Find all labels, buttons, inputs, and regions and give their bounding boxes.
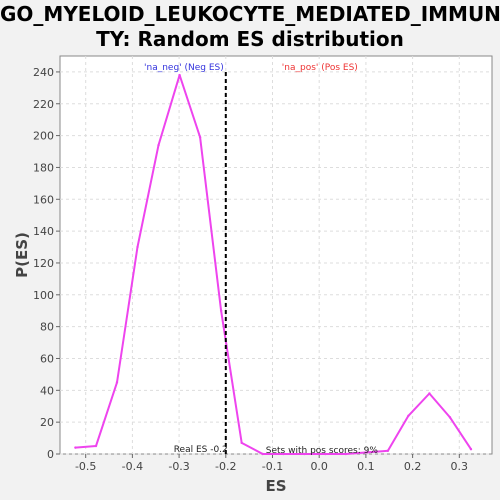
y-tick-label: 60 [40,352,54,365]
x-tick-label: 0.0 [310,460,328,473]
y-tick-label: 240 [33,66,54,79]
y-tick-label: 140 [33,225,54,238]
es-data-point [178,73,181,77]
axes: 0 20 40 60 80 100 120 140 160 180 200 220 240 -0.5 -0.… [33,66,468,473]
es-data-point [219,309,223,312]
es-data-point [94,444,98,448]
y-tick-label: 200 [33,130,54,143]
es-data-point [365,451,369,454]
es-data-point [448,416,452,419]
y-tick-label: 0 [47,448,54,461]
chart-title-line-1: GO_MYELOID_LEUKOCYTE_MEDIATED_IMMUNI [0,2,500,26]
x-tick-label: -0.3 [168,460,189,473]
x-tick-label: -0.5 [75,460,96,473]
y-tick-label: 180 [33,161,54,174]
es-data-point [344,452,348,456]
es-data-point [136,245,139,249]
es-data-point [261,452,264,456]
x-tick-label: -0.2 [215,460,236,473]
y-tick-label: 20 [40,416,54,429]
real-es-label: Real ES -0.2 [174,445,228,455]
es-data-point [282,452,285,456]
es-data-point [428,392,431,395]
es-data-point [324,452,327,456]
x-tick-label: -0.1 [262,460,283,473]
x-tick-label: 0.3 [451,460,469,473]
legend-neg-label: 'na_neg' (Neg ES) [144,63,224,73]
y-tick-label: 160 [33,193,54,206]
legend-pos-label: 'na_pos' (Pos ES) [282,63,358,73]
chart-labels: 'na_neg' (Neg ES) 'na_pos' (Pos ES) Real E… [144,63,378,456]
es-data-point [115,381,119,384]
y-tick-label: 220 [33,98,54,111]
y-tick-label: 120 [33,257,54,270]
x-axis-label: ES [265,477,286,495]
es-data-point [303,452,306,456]
x-tick-label: -0.4 [122,460,143,473]
es-data-point [198,135,202,139]
x-tick-label: 0.1 [357,460,375,473]
y-tick-label: 100 [33,289,54,302]
pos-scores-label: Sets with pos scores: 9% [266,446,379,456]
es-data-point [386,449,390,453]
chart-title-line-2: TY: Random ES distribution [96,27,404,51]
y-axis-label: P(ES) [13,232,31,278]
x-tick-label: 0.2 [404,460,422,473]
plot-area [59,55,493,455]
data-marks [74,72,473,456]
y-tick-label: 40 [40,384,54,397]
y-tick-label: 80 [40,321,54,334]
es-data-point [74,446,77,449]
es-data-point [469,448,473,451]
es-data-point [407,414,410,417]
es-data-point [240,441,243,445]
es-data-point [157,143,160,147]
es-distribution-line [75,74,472,455]
